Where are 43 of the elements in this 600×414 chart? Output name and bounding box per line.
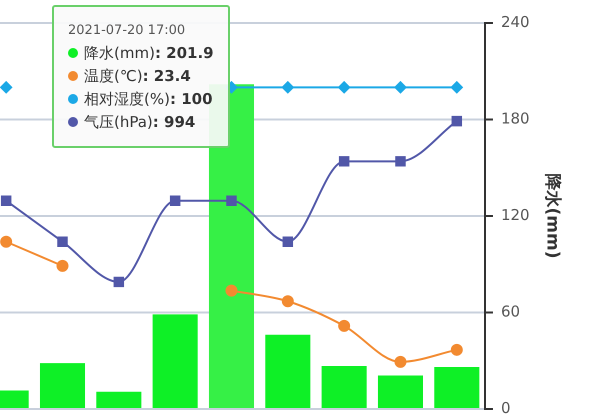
annotation: : 201.9 [154, 44, 214, 62]
point [282, 81, 294, 94]
y-tick-label: 180 [500, 109, 530, 128]
legend-label: 相对湿度(%) [84, 90, 170, 108]
bar [40, 363, 86, 408]
point [226, 195, 237, 206]
bar [265, 334, 310, 408]
annotation: : 23.4 [142, 67, 191, 85]
point [0, 81, 12, 94]
point [450, 81, 463, 94]
point [56, 260, 68, 272]
bar [96, 392, 142, 408]
y-tick-label: 240 [500, 12, 530, 31]
point [225, 284, 238, 297]
legend-label: 气压(hPa) [84, 113, 153, 131]
point [114, 276, 124, 288]
y-tick-label: 0 [500, 398, 511, 414]
y-tick-label: 120 [500, 206, 530, 224]
point [452, 116, 462, 126]
point [394, 81, 406, 94]
point [57, 236, 68, 247]
point [282, 236, 294, 247]
point [394, 356, 406, 368]
point [450, 344, 463, 356]
point [338, 320, 350, 332]
annotation: : 100 [170, 90, 213, 108]
point [0, 195, 12, 206]
bar [152, 314, 198, 408]
legend-label: 降水(mm) [84, 44, 155, 62]
annotation: 2021-07-20 17:00 [68, 22, 186, 40]
point [170, 195, 180, 206]
bar [322, 366, 367, 408]
point [338, 156, 350, 167]
bar [378, 376, 424, 408]
y-axis-title: 降水(mm) [542, 174, 562, 258]
legend-label: 温度(℃) [84, 67, 143, 85]
point [338, 81, 350, 94]
point [395, 156, 406, 167]
bar [434, 367, 480, 408]
annotation: : 994 [152, 113, 196, 131]
point [282, 295, 294, 308]
y-tick-label: 60 [500, 302, 520, 320]
point [0, 236, 12, 248]
